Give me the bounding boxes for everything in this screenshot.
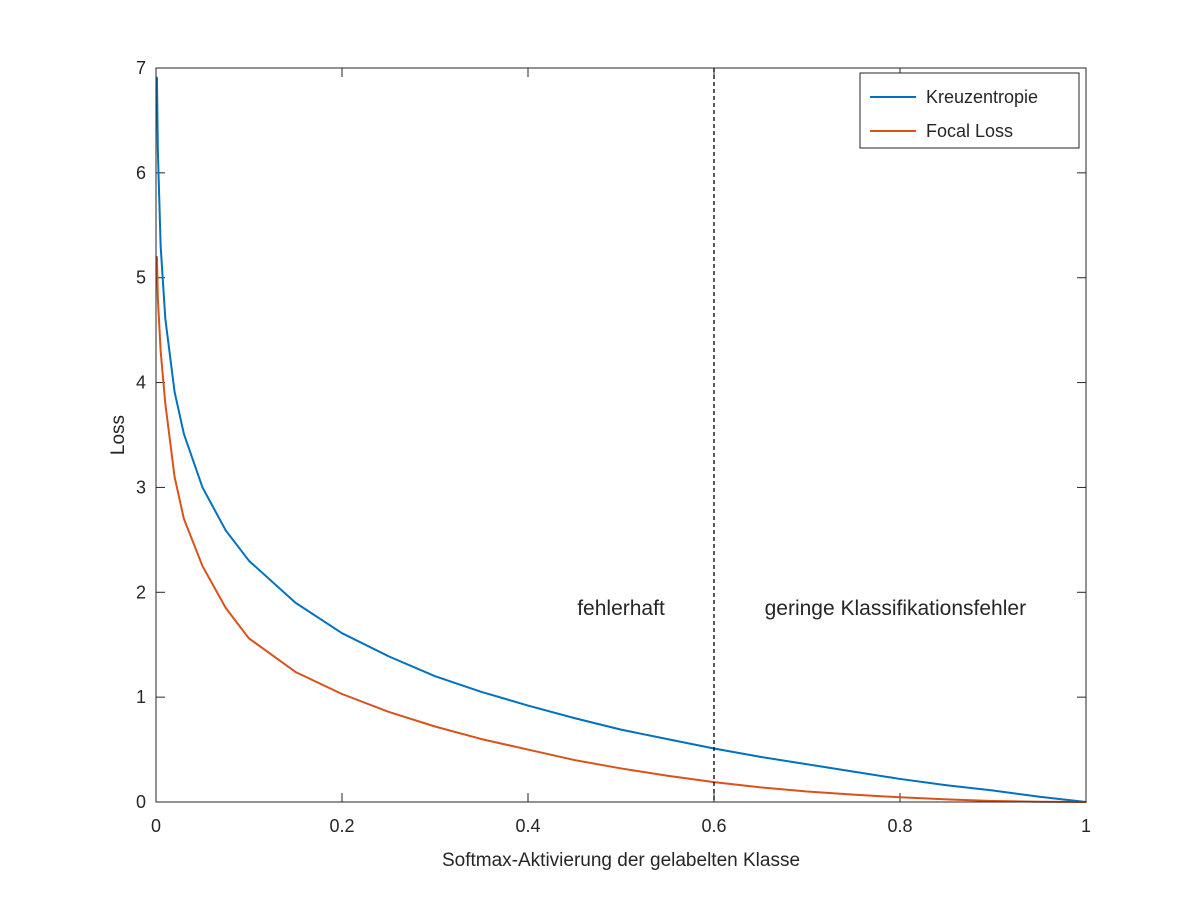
y-tick-label: 7 [136, 58, 146, 78]
legend-label: Focal Loss [926, 121, 1013, 141]
series-0-point [294, 601, 297, 604]
series-0-point [480, 691, 483, 693]
y-axis-label: Loss [108, 415, 129, 455]
x-tick-label: 0.2 [329, 816, 354, 836]
legend: Kreuzentropie Focal Loss [859, 72, 1080, 149]
series-0-point [164, 317, 167, 320]
y-tick-label: 1 [136, 687, 146, 707]
y-tick-label: 6 [136, 163, 146, 183]
series-1-point [899, 796, 901, 799]
series-0-point [157, 150, 159, 152]
legend-label: Kreuzentropie [926, 87, 1038, 107]
plot-area [156, 68, 1086, 802]
annotation-label: geringe Klassifikationsfehler [765, 597, 1026, 620]
series-0-point [945, 784, 948, 787]
series-1-point [387, 711, 390, 713]
series-1-point [157, 297, 159, 300]
y-tick-label: 0 [136, 792, 146, 812]
series-1-point [248, 637, 250, 640]
series-0-point [759, 756, 762, 758]
series-0-point [387, 655, 390, 658]
series-1-point [294, 671, 297, 673]
series-1-point [164, 402, 167, 405]
series-0-point [806, 763, 808, 766]
x-tick-label: 0 [151, 816, 161, 836]
axes-box [155, 67, 1087, 803]
series-1-point [806, 790, 808, 793]
series-1-point [666, 774, 669, 777]
series-0-point [224, 529, 227, 532]
series-1-point [573, 759, 576, 761]
series-1-point [527, 748, 529, 751]
series-0-point [173, 391, 176, 393]
series-1-point [156, 255, 158, 258]
series-0-point [156, 76, 158, 79]
series-0-point [852, 770, 855, 773]
y-tick-label: 5 [136, 268, 146, 288]
series-0-point [666, 738, 669, 740]
series-1-point [480, 738, 483, 740]
series-1-point [759, 786, 762, 789]
x-axis-label: Softmax-Aktivierung der gelabelten Klass… [442, 850, 800, 871]
x-tick-label: 0.4 [515, 816, 540, 836]
series-0-point [341, 632, 343, 634]
annotation-layer: fehlerhaft geringe Klassifikationsfehler [577, 597, 1026, 620]
y-tick-label: 3 [136, 477, 146, 497]
y-tick-label: 2 [136, 582, 146, 602]
series-0-point [248, 560, 250, 562]
series-1-point [434, 725, 436, 728]
x-tick-label: 0.8 [887, 816, 912, 836]
series-0-point [201, 486, 204, 489]
series-0-point [434, 675, 436, 677]
series-0-point [183, 433, 185, 435]
y-tick-label: 4 [136, 373, 146, 393]
series-1-point [201, 565, 204, 567]
x-tick-label: 0.6 [701, 816, 726, 836]
series-1-point [159, 350, 162, 352]
series-0-point [159, 245, 162, 248]
series-1-point [620, 767, 622, 770]
series-1-point [992, 800, 994, 802]
series-0-point [1038, 795, 1041, 798]
series-0-point [573, 717, 576, 719]
x-tick-label: 1 [1081, 816, 1091, 836]
series-1-point [945, 798, 948, 801]
series-0-point [620, 728, 622, 731]
series-0-point [992, 789, 994, 792]
legend-box [859, 72, 1080, 149]
series-1-point [224, 607, 227, 609]
annotation-label: fehlerhaft [577, 597, 665, 620]
series-0-point [899, 778, 901, 780]
series-1-point [852, 793, 855, 796]
series-1-point [341, 693, 343, 695]
series-1-point [183, 518, 185, 520]
series-0-point [527, 704, 529, 707]
series-1-point [173, 476, 176, 478]
